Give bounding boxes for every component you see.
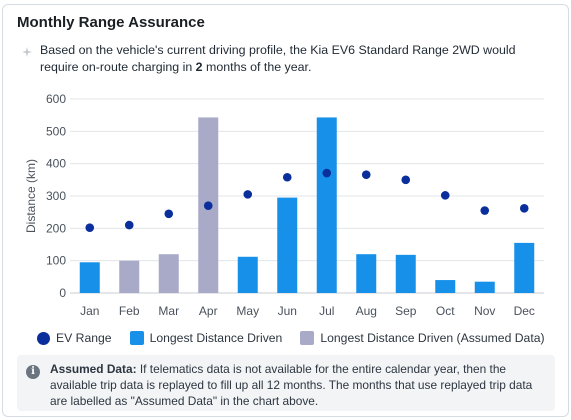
bar-assumed — [119, 260, 140, 293]
bar-driven — [514, 242, 535, 293]
legend-marker-assumed — [300, 331, 315, 345]
sparkle-icon — [22, 47, 32, 57]
bar-driven — [395, 254, 416, 293]
y-tick-label: 0 — [59, 286, 66, 300]
ev-range-point — [243, 190, 253, 199]
bar-driven — [474, 281, 495, 293]
legend-marker-driven — [129, 331, 144, 345]
y-tick-label: 600 — [46, 92, 66, 106]
bar-assumed — [158, 254, 179, 293]
x-tick-label: Mar — [158, 304, 179, 318]
legend-label-driven: Longest Distance Driven — [149, 331, 283, 345]
note-heading: Assumed Data: — [50, 362, 137, 376]
x-tick-label: Apr — [199, 304, 218, 318]
bars — [79, 117, 535, 294]
ev-range-point — [85, 223, 95, 232]
x-axis-ticks: Jan Feb Mar Apr May Jun Jul Aug Sep Oct Nov Dec — [80, 304, 535, 318]
info-icon: i — [26, 365, 40, 379]
bar-driven — [356, 254, 377, 293]
x-tick-label: Jun — [278, 304, 297, 318]
x-tick-label: Jul — [319, 304, 334, 318]
y-axis-label: Distance (km) — [24, 159, 38, 233]
y-tick-label: 300 — [46, 189, 66, 203]
ev-range-points — [85, 168, 529, 232]
x-tick-label: Oct — [436, 304, 455, 318]
ev-range-point — [282, 172, 292, 182]
y-tick-label: 200 — [46, 221, 66, 235]
legend-item-ev-range[interactable]: EV Range — [37, 331, 112, 345]
bar-driven — [435, 280, 456, 293]
ev-range-point — [519, 203, 529, 213]
ev-range-point — [124, 220, 134, 230]
x-tick-label: Jan — [80, 304, 99, 318]
legend-item-driven[interactable]: Longest Distance Driven — [129, 331, 283, 345]
x-tick-label: Dec — [514, 304, 535, 318]
ev-range-point — [401, 175, 411, 185]
ev-range-point — [164, 209, 174, 219]
y-axis-ticks: 0 100 200 300 400 500 600 — [46, 92, 66, 300]
x-tick-label: Feb — [119, 304, 140, 318]
bar-driven — [79, 262, 100, 293]
note-text: Assumed Data: If telematics data is not … — [50, 361, 548, 409]
grid-lines — [70, 98, 544, 294]
x-tick-label: May — [236, 304, 259, 318]
ev-range-point — [480, 206, 490, 215]
x-tick-label: Sep — [395, 304, 417, 318]
card-title: Monthly Range Assurance — [17, 14, 205, 31]
intro-text: Based on the vehicle's current driving p… — [22, 42, 552, 76]
bar-driven — [237, 256, 258, 293]
intro-suffix: months of the year. — [202, 60, 312, 74]
chart-legend: EV Range Longest Distance Driven Longest… — [37, 329, 563, 347]
ev-range-point — [361, 170, 371, 179]
intro-text-block: Based on the vehicle's current driving p… — [22, 42, 552, 76]
y-tick-label: 100 — [46, 254, 66, 268]
ev-range-point — [322, 168, 332, 178]
assumed-data-note: i Assumed Data: If telematics data is no… — [17, 355, 555, 411]
bar-driven — [316, 117, 337, 294]
intro-prefix: Based on the vehicle's current driving p… — [40, 43, 516, 74]
legend-label-ev-range: EV Range — [56, 331, 112, 345]
x-tick-label: Nov — [474, 304, 495, 318]
range-chart: 0 100 200 300 400 500 600 Jan Feb Mar Apr May Jun Ju… — [24, 92, 544, 318]
legend-item-assumed[interactable]: Longest Distance Driven (Assumed Data) — [300, 331, 545, 345]
bar-driven — [277, 197, 298, 293]
ev-range-point — [203, 201, 213, 210]
legend-label-assumed: Longest Distance Driven (Assumed Data) — [320, 331, 545, 345]
y-tick-label: 400 — [46, 157, 66, 171]
y-tick-label: 500 — [46, 124, 66, 138]
x-tick-label: Aug — [356, 304, 377, 318]
intro-month-count: 2 — [195, 60, 203, 74]
note-body: If telematics data is not available for … — [50, 362, 533, 408]
legend-marker-ev-range — [37, 331, 50, 345]
ev-range-point — [440, 191, 450, 200]
